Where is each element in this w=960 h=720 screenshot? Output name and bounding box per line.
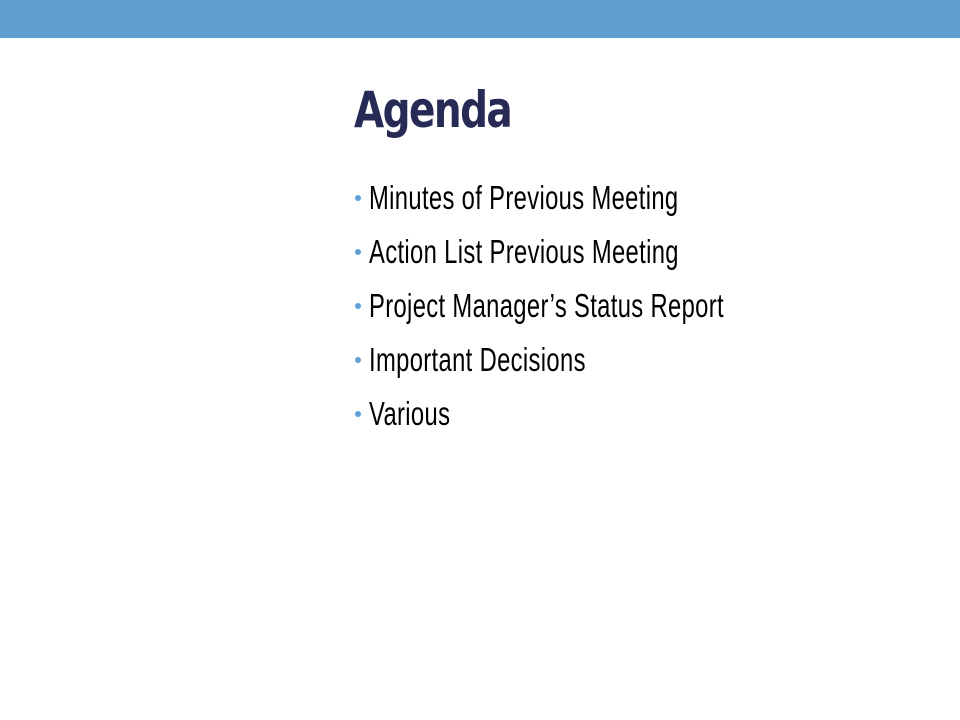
bullet-icon — [355, 411, 361, 417]
top-accent-band — [0, 0, 960, 38]
list-item-text: Project Manager’s Status Report — [369, 287, 724, 324]
list-item-text: Important Decisions — [369, 341, 586, 378]
list-item-text: Minutes of Previous Meeting — [369, 179, 679, 216]
bullet-icon — [355, 357, 361, 363]
list-item: Action List Previous Meeting — [354, 225, 862, 279]
list-item-text: Action List Previous Meeting — [369, 233, 679, 270]
bullet-icon — [355, 249, 361, 255]
bullet-icon — [355, 195, 361, 201]
slide-title: Agenda — [354, 81, 513, 139]
agenda-list: Minutes of Previous Meeting Action List … — [354, 171, 862, 441]
list-item: Important Decisions — [354, 333, 862, 387]
list-item: Minutes of Previous Meeting — [354, 171, 862, 225]
list-item-text: Various — [369, 395, 451, 432]
bullet-icon — [355, 303, 361, 309]
list-item: Project Manager’s Status Report — [354, 279, 862, 333]
list-item: Various — [354, 387, 862, 441]
